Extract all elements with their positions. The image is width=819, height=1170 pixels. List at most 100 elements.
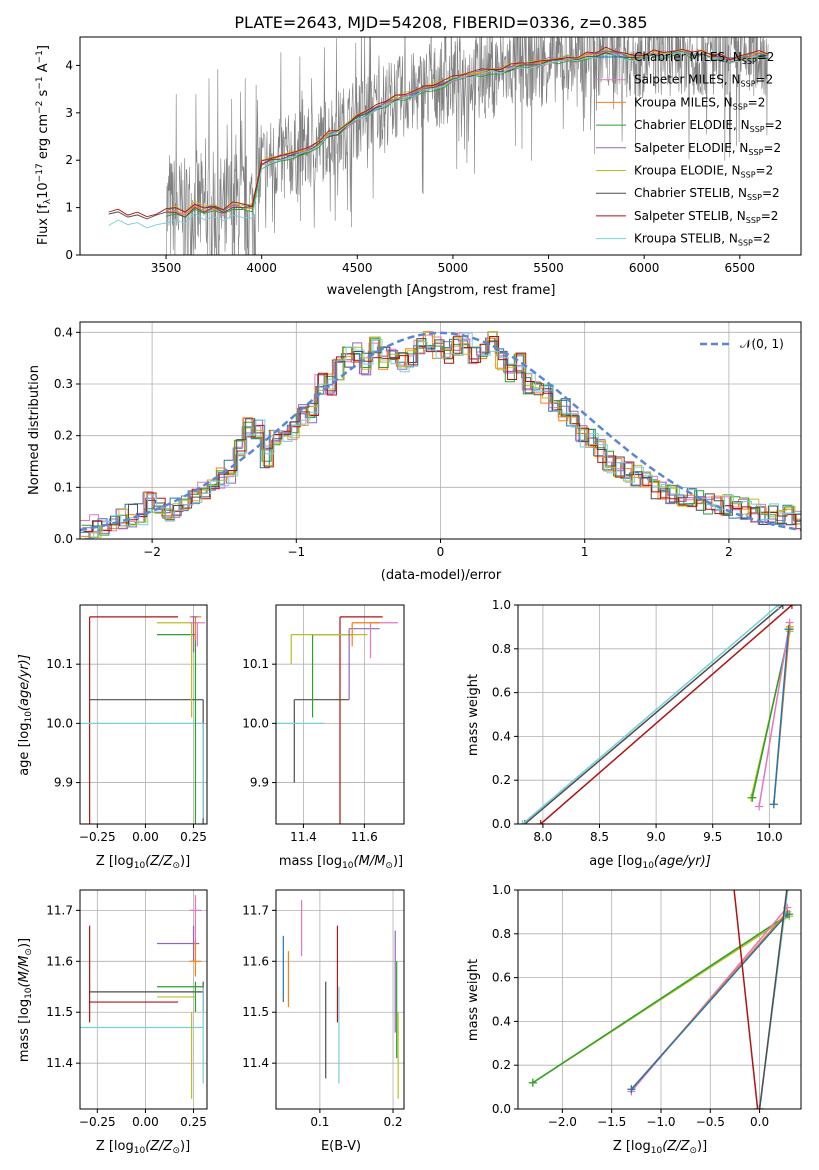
normal-legend-label: 𝒩(0, 1) <box>740 337 784 351</box>
mw-marker-salpeter_stelib <box>536 820 545 824</box>
mw-marker-chabrier_stelib <box>778 605 787 609</box>
mw-marker-chabrier_elodie <box>528 1078 537 1087</box>
x-tick-label: 2 <box>725 545 733 559</box>
x-tick-label: −0.25 <box>79 830 116 844</box>
y-tick-label: 11.6 <box>242 954 269 968</box>
residuals-ylabel: Normed distribution <box>27 365 42 495</box>
x-tick-label: 8.5 <box>590 830 609 844</box>
x-tick-label: 6500 <box>725 261 756 275</box>
mass-vs-z-panel: −0.25 0.00 0.25 11.4 11.5 11.6 11.7 Z [log10(Z… <box>17 889 208 1156</box>
plot-area <box>518 605 796 824</box>
x-tick-label: 0.00 <box>132 830 159 844</box>
y-tick-label: 0.0 <box>54 532 73 546</box>
y-tick-label: 0.0 <box>492 817 511 831</box>
hist-kroupa_elodie <box>82 331 801 539</box>
y-tick-label: 9.9 <box>250 776 269 790</box>
y-tick-label: 0.8 <box>492 642 511 656</box>
y-tick-label: 10.0 <box>242 716 269 730</box>
x-tick-label: 0.25 <box>180 830 207 844</box>
spectrum-panel: PLATE=2643, MJD=54208, FIBERID=0336, z=0… <box>35 13 802 298</box>
y-tick-label: 11.4 <box>46 1056 73 1070</box>
y-tick-label: 0.8 <box>492 927 511 941</box>
mw-line-chabrier_miles <box>773 629 790 805</box>
hist-chabrier_stelib <box>83 338 801 533</box>
plot-frame <box>275 604 405 825</box>
mw-marker-salpeter_stelib <box>753 1105 762 1109</box>
model-line-chabrier_stelib <box>108 50 769 220</box>
y-tick-label: 0.2 <box>54 429 73 443</box>
x-tick-label: 8.0 <box>533 830 552 844</box>
y-tick-label: 0.1 <box>54 480 73 494</box>
mw-line-salpeter_stelib <box>540 605 793 824</box>
legend-label-salpeter_elodie: Salpeter ELODIE, NSSP=2 <box>634 141 781 157</box>
mw-marker-kroupa_stelib <box>774 605 783 609</box>
legend-label-chabrier_elodie: Chabrier ELODIE, NSSP=2 <box>634 118 782 134</box>
legend-label-kroupa_stelib: Kroupa STELIB, NSSP=2 <box>634 232 771 248</box>
x-tick-label: 5000 <box>438 261 469 275</box>
mw-marker-chabrier_miles <box>627 1085 636 1094</box>
plot-area <box>80 616 206 824</box>
y-tick-label: 11.5 <box>242 1005 269 1019</box>
mass-vs-ebv-panel: 0.1 0.2 11.4 11.5 11.6 11.7 E(B-V) <box>242 889 405 1154</box>
mw-line-chabrier_miles <box>630 913 788 1090</box>
mass-z-ylabel: mass [log10(M/M⊙)] <box>17 938 34 1062</box>
plot-area <box>282 900 399 1099</box>
x-tick-label: 3500 <box>151 261 182 275</box>
x-tick-label: 4000 <box>246 261 277 275</box>
spectrum-legend: Chabrier MILES, NSSP=2 Salpeter MILES, NS… <box>596 50 782 248</box>
y-tick-label: 1 <box>65 201 73 215</box>
data-spectrum-line <box>165 37 769 255</box>
age-vs-mass-panel: 11.4 11.6 9.9 10.0 10.1 mass [log10(M/M⊙)] <box>242 604 405 871</box>
y-tick-label: 9.9 <box>54 776 73 790</box>
massweight-vs-age-panel: 8.0 8.5 9.0 9.5 10.0 0.0 0.2 0.4 0.6 0.8 1.0 age [… <box>466 598 802 871</box>
y-tick-label: 10.0 <box>46 716 73 730</box>
mw-marker-kroupa_miles <box>785 622 794 631</box>
model-line-salpeter_stelib <box>108 46 769 218</box>
age-mass-xlabel: mass [log10(M/M⊙)] <box>279 854 403 871</box>
mass-z-xlabel: Z [log10(Z/Z⊙)] <box>96 1139 190 1156</box>
x-tick-label: −1.0 <box>646 1115 675 1129</box>
y-tick-label: 0.2 <box>492 773 511 787</box>
plot-frame <box>79 604 208 825</box>
spectrum-title: PLATE=2643, MJD=54208, FIBERID=0336, z=0… <box>234 13 647 32</box>
y-tick-label: 0.6 <box>492 686 511 700</box>
y-tick-label: 10.1 <box>242 657 269 671</box>
legend-label-chabrier_stelib: Chabrier STELIB, NSSP=2 <box>634 186 780 202</box>
hist-chabrier_elodie <box>81 337 801 536</box>
y-tick-label: 11.6 <box>46 954 73 968</box>
y-tick-label: 1.0 <box>492 883 511 897</box>
y-tick-label: 0.4 <box>54 325 73 339</box>
mw-marker-salpeter_stelib <box>787 605 796 609</box>
y-tick-label: 0.2 <box>492 1058 511 1072</box>
x-tick-label: 0.25 <box>180 1115 207 1129</box>
mw-line-kroupa_stelib <box>522 605 779 824</box>
y-tick-label: 0 <box>65 248 73 262</box>
mw-age-xlabel: age [log10(age/yr)] <box>589 854 711 871</box>
plot-frame <box>79 36 802 256</box>
legend-label-kroupa_miles: Kroupa MILES, NSSP=2 <box>634 95 765 111</box>
legend-label-kroupa_elodie: Kroupa ELODIE, NSSP=2 <box>634 164 773 180</box>
hist-kroupa_miles <box>81 331 801 537</box>
model-line-kroupa_stelib <box>108 51 769 229</box>
y-tick-label: 0.6 <box>492 971 511 985</box>
x-tick-label: 11.6 <box>351 830 378 844</box>
normal-curve <box>80 331 801 532</box>
hist-kroupa_stelib <box>84 332 801 539</box>
x-tick-label: 0.00 <box>132 1115 159 1129</box>
y-tick-label: 0.3 <box>54 377 73 391</box>
residuals-xlabel: (data-model)/error <box>381 568 502 583</box>
y-tick-label: 4 <box>65 58 73 72</box>
x-tick-label: −2.0 <box>548 1115 577 1129</box>
plot-area <box>276 616 398 824</box>
x-tick-label: 6000 <box>629 261 660 275</box>
mw-marker-salpeter_stelib <box>729 875 737 883</box>
mw-line-salpeter_stelib <box>733 890 759 1109</box>
massweight-vs-z-panel: −2.0 −1.5 −1.0 −0.5 0.0 0.0 0.2 0.4 0.6 0.8 1.0 Z … <box>466 875 802 1156</box>
x-tick-label: −1.5 <box>597 1115 626 1129</box>
x-tick-label: 9.5 <box>703 830 722 844</box>
y-tick-label: 2 <box>65 153 73 167</box>
mw-age-ylabel: mass weight <box>466 674 481 756</box>
x-tick-label: 0.2 <box>383 1115 402 1129</box>
x-tick-label: −0.5 <box>696 1115 725 1129</box>
